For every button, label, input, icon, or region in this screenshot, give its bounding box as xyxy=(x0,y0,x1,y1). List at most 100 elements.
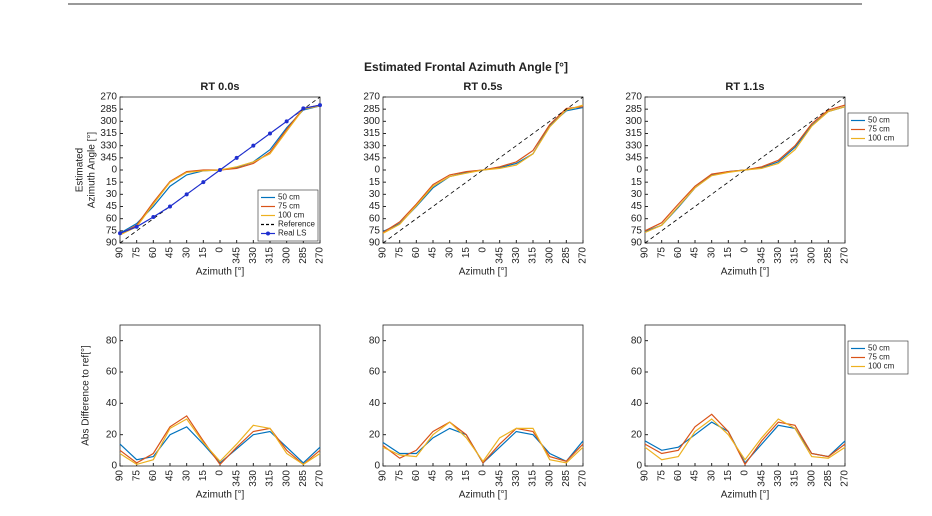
x-tick-label: 0 xyxy=(740,247,751,253)
x-tick-label: 0 xyxy=(215,470,226,476)
y-axis-label: Estimated xyxy=(75,148,86,192)
x-tick-label: 45 xyxy=(428,470,439,482)
y-tick-label: 0 xyxy=(111,461,117,472)
subplot-title: RT 1.1s xyxy=(725,81,764,93)
x-tick-label: 285 xyxy=(823,470,834,487)
axes-box xyxy=(119,324,321,467)
x-tick-label: 15 xyxy=(461,247,472,259)
x-tick-label: 75 xyxy=(131,470,142,482)
series-marker xyxy=(201,180,206,185)
series-line xyxy=(644,106,846,234)
axes-box xyxy=(382,324,584,467)
y-tick-label: 345 xyxy=(100,152,117,163)
x-tick-label: 90 xyxy=(378,247,389,259)
x-tick-label: 75 xyxy=(394,470,405,482)
y-tick-label: 80 xyxy=(369,335,381,346)
y-tick-label: 315 xyxy=(100,128,117,139)
y-tick-label: 300 xyxy=(100,116,117,127)
x-tick-label: 45 xyxy=(165,247,176,259)
x-tick-label: 60 xyxy=(411,247,422,259)
y-tick-label: 60 xyxy=(106,367,118,378)
legend-label: 75 cm xyxy=(868,353,890,362)
y-tick-label: 45 xyxy=(631,201,643,212)
legend-label: 100 cm xyxy=(278,211,305,220)
series-marker xyxy=(151,215,156,220)
x-tick-label: 30 xyxy=(706,247,717,259)
y-tick-label: 0 xyxy=(636,165,642,176)
y-tick-label: 30 xyxy=(631,189,643,200)
y-tick-label: 75 xyxy=(631,225,643,236)
x-tick-label: 300 xyxy=(281,470,292,487)
y-tick-label: 90 xyxy=(106,238,118,249)
y-tick-label: 45 xyxy=(106,201,118,212)
series-line xyxy=(382,96,584,244)
series-line xyxy=(119,418,321,466)
y-tick-label: 0 xyxy=(111,165,117,176)
x-tick-label: 60 xyxy=(148,470,159,482)
x-tick-label: 315 xyxy=(528,247,539,264)
series-marker xyxy=(318,103,322,108)
x-tick-label: 90 xyxy=(378,470,389,482)
x-tick-label: 315 xyxy=(265,247,276,264)
legend-label: 100 cm xyxy=(868,134,895,143)
y-tick-label: 75 xyxy=(369,225,381,236)
y-tick-label: 40 xyxy=(631,398,643,409)
x-tick-label: 15 xyxy=(461,470,472,482)
x-tick-label: 45 xyxy=(428,247,439,259)
y-tick-label: 315 xyxy=(625,128,642,139)
legend-marker xyxy=(266,231,270,236)
y-tick-label: 20 xyxy=(631,429,643,440)
x-tick-label: 90 xyxy=(115,470,126,482)
legend-label: 50 cm xyxy=(868,116,890,125)
x-axis-label: Azimuth [°] xyxy=(196,267,245,278)
x-tick-label: 330 xyxy=(248,470,259,487)
y-tick-label: 40 xyxy=(106,398,118,409)
y-tick-label: 20 xyxy=(106,429,118,440)
x-tick-label: 75 xyxy=(656,470,667,482)
x-axis-label: Azimuth [°] xyxy=(196,490,245,501)
y-tick-label: 270 xyxy=(100,92,117,103)
x-tick-label: 300 xyxy=(806,247,817,264)
figure-title: Estimated Frontal Azimuth Angle [°] xyxy=(364,60,568,74)
x-tick-label: 330 xyxy=(511,470,522,487)
y-tick-label: 15 xyxy=(631,177,643,188)
x-axis-label: Azimuth [°] xyxy=(721,490,770,501)
x-tick-label: 270 xyxy=(315,247,326,264)
series-marker xyxy=(168,204,172,209)
x-tick-label: 270 xyxy=(840,247,851,264)
x-tick-label: 345 xyxy=(756,247,767,264)
x-tick-label: 315 xyxy=(790,470,801,487)
x-tick-label: 75 xyxy=(656,247,667,259)
y-tick-label: 30 xyxy=(369,189,381,200)
axes-box xyxy=(644,324,846,467)
x-tick-label: 285 xyxy=(298,470,309,487)
x-tick-label: 0 xyxy=(215,247,226,253)
y-tick-label: 30 xyxy=(106,189,118,200)
y-tick-label: 80 xyxy=(106,335,118,346)
x-tick-label: 15 xyxy=(198,247,209,259)
y-tick-label: 90 xyxy=(631,238,643,249)
x-tick-label: 270 xyxy=(840,470,851,487)
legend-label: 50 cm xyxy=(278,193,300,202)
series-line xyxy=(119,426,321,464)
series-marker xyxy=(301,106,306,111)
y-tick-label: 330 xyxy=(100,140,117,151)
x-axis-label: Azimuth [°] xyxy=(459,490,508,501)
legend-label: 100 cm xyxy=(868,362,895,371)
x-tick-label: 0 xyxy=(478,470,489,476)
y-tick-label: 285 xyxy=(363,104,380,115)
series-line xyxy=(382,421,584,464)
y-tick-label: 60 xyxy=(369,367,381,378)
x-tick-label: 315 xyxy=(528,470,539,487)
y-tick-label: 60 xyxy=(631,213,643,224)
x-tick-label: 60 xyxy=(411,470,422,482)
x-tick-label: 270 xyxy=(315,470,326,487)
y-tick-label: 300 xyxy=(625,116,642,127)
x-tick-label: 315 xyxy=(790,247,801,264)
series-line xyxy=(644,96,846,244)
series-marker xyxy=(284,119,289,124)
x-tick-label: 15 xyxy=(723,247,734,259)
